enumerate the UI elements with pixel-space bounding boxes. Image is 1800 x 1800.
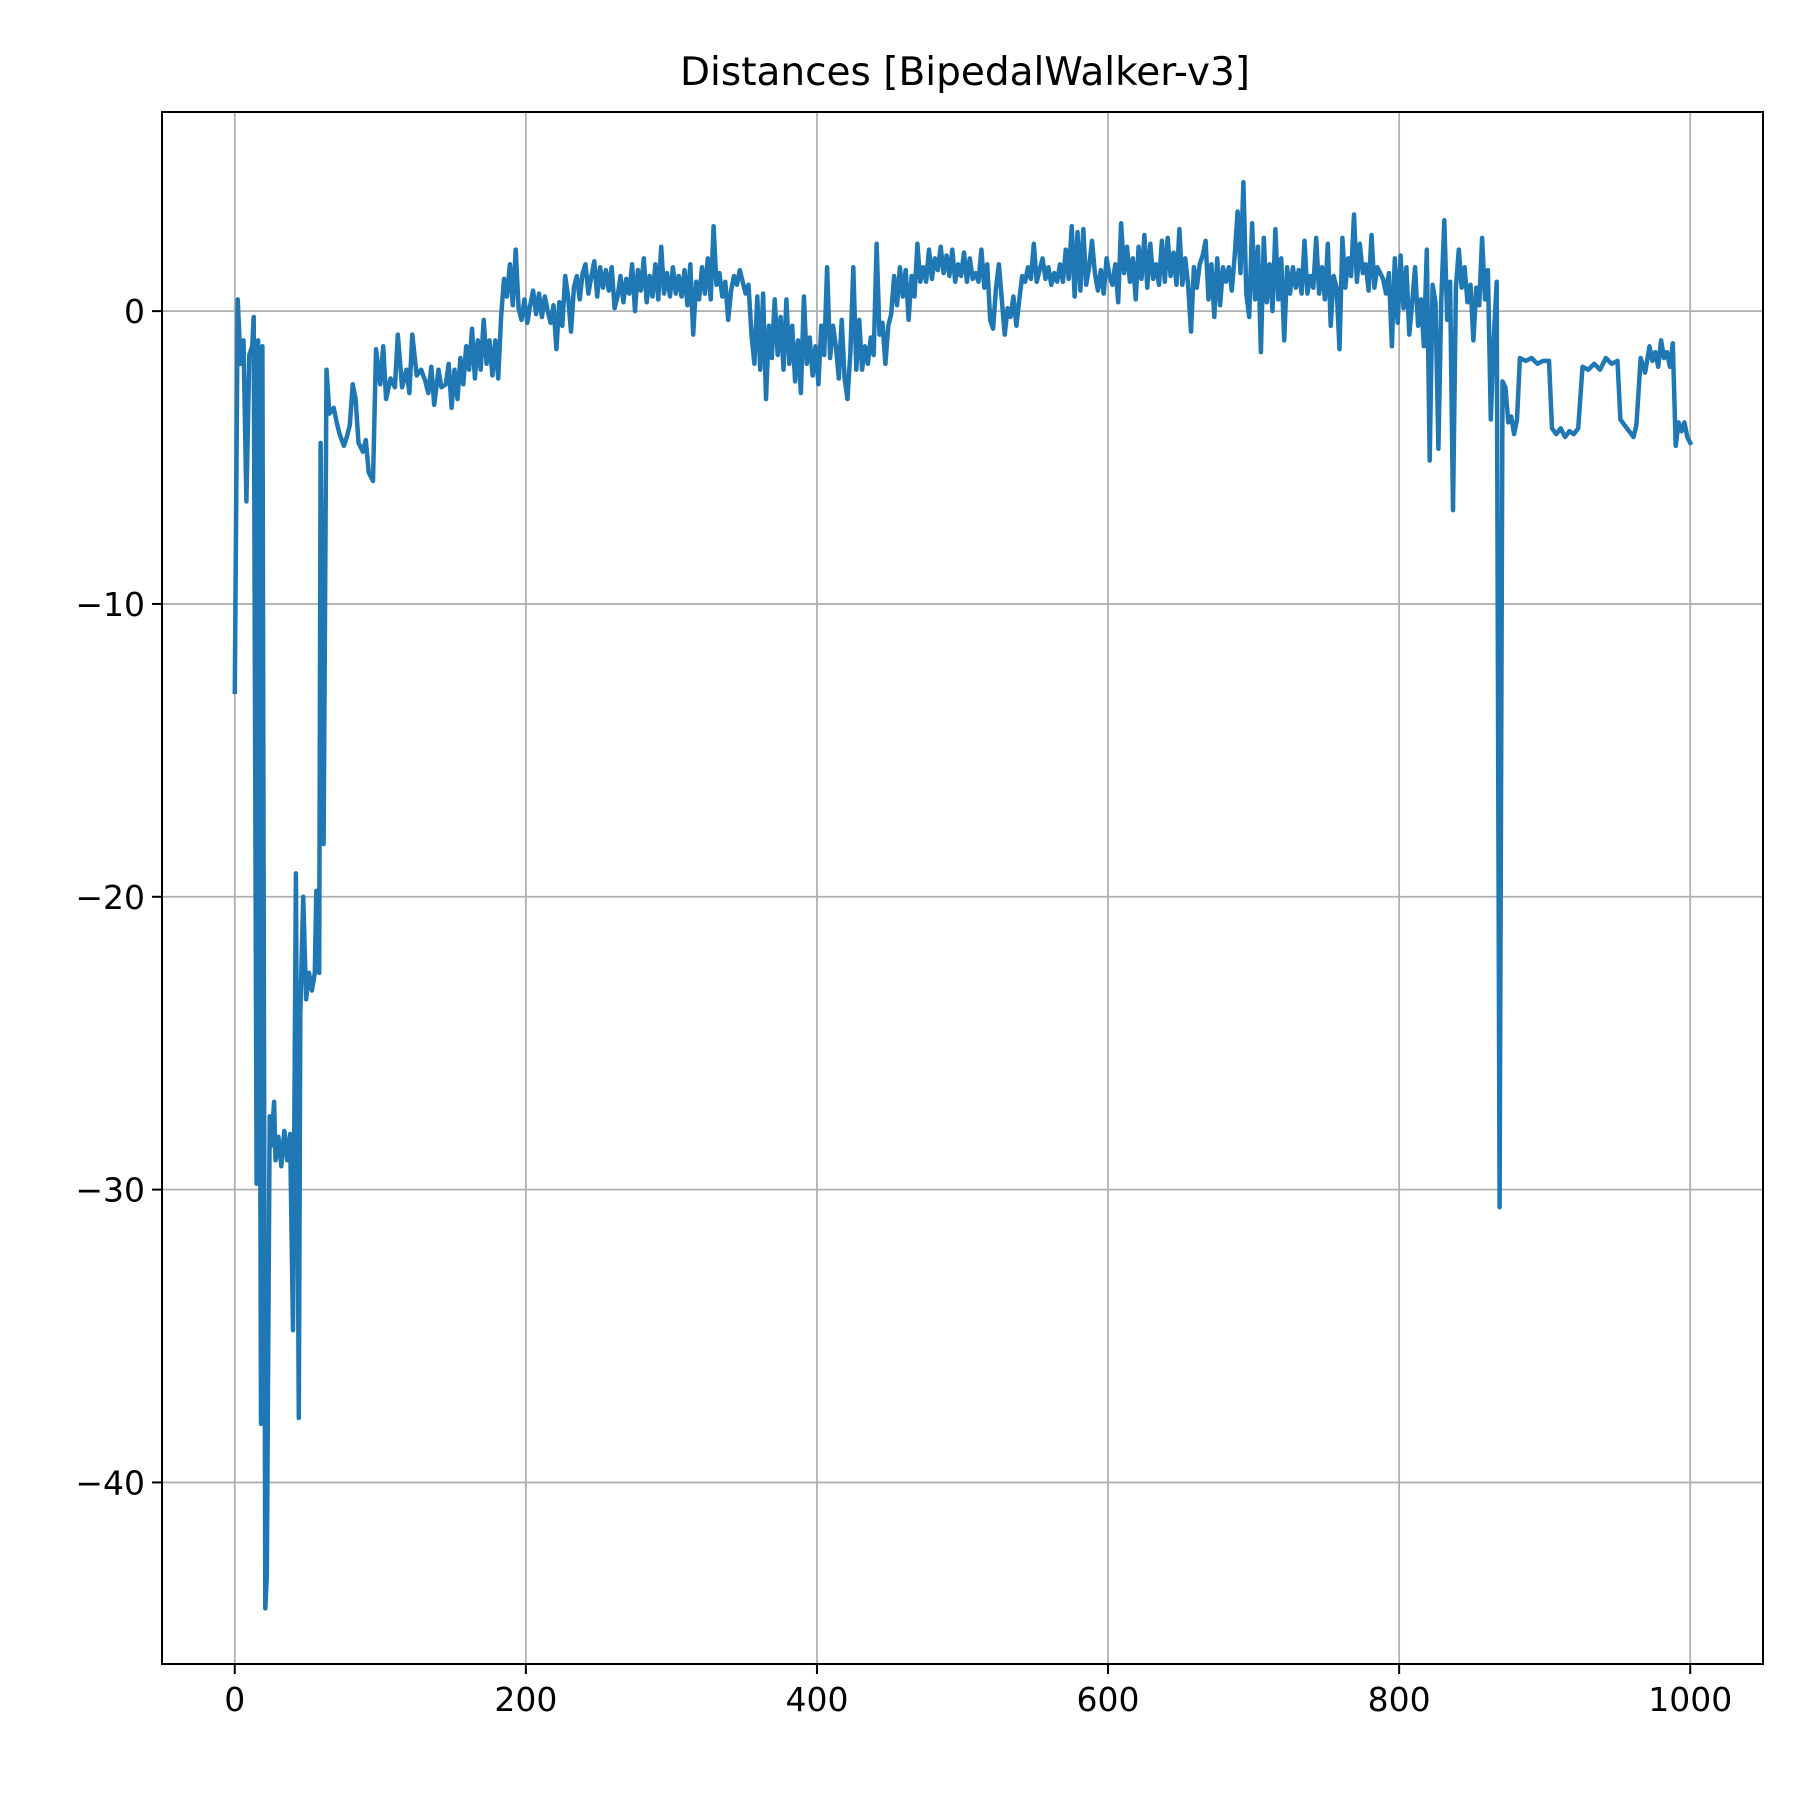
chart-title: Distances [BipedalWalker-v3] (680, 50, 1250, 95)
y-gridlines (162, 310, 1763, 1484)
data-series (232, 180, 1694, 1611)
series-line (232, 180, 1694, 1611)
x-tick-label: 800 (1368, 1680, 1431, 1719)
y-tick-label: 0 (124, 292, 145, 331)
y-tick-label: −20 (75, 878, 145, 917)
x-axis: 0 200 400 600 800 1000 (224, 1664, 1732, 1719)
y-tick-label: −40 (75, 1463, 145, 1502)
x-tick-label: 400 (785, 1680, 848, 1719)
y-axis: 0 −10 −20 −30 −40 (75, 292, 162, 1502)
x-tick-label: 1000 (1648, 1680, 1732, 1719)
x-tick-label: 600 (1077, 1680, 1140, 1719)
x-tick-label: 0 (224, 1680, 245, 1719)
y-tick-label: −10 (75, 585, 145, 624)
plot-frame (161, 111, 1764, 1665)
y-tick-label: −30 (75, 1171, 145, 1210)
x-gridlines (233, 112, 1692, 1664)
x-tick-label: 200 (494, 1680, 557, 1719)
